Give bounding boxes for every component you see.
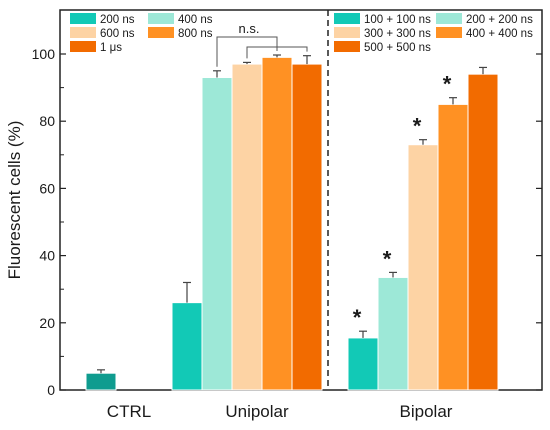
bar xyxy=(201,77,233,391)
bar xyxy=(377,276,409,391)
legend-item: 300 + 300 ns xyxy=(334,27,431,40)
legend-label: 400 ns xyxy=(178,14,213,26)
legend-swatch xyxy=(436,27,462,38)
y-tick-label: 40 xyxy=(39,248,55,264)
significance-star: * xyxy=(413,114,422,139)
group-label-bipolar: Bipolar xyxy=(400,402,453,421)
legend-swatch xyxy=(148,27,174,38)
bar xyxy=(291,63,323,391)
group-label-unipolar: Unipolar xyxy=(225,402,289,421)
y-axis-title: Fluorescent cells (%) xyxy=(5,121,24,280)
y-tick-label: 0 xyxy=(47,382,55,398)
legend-label: 800 ns xyxy=(178,28,213,40)
legend-label: 300 + 300 ns xyxy=(364,28,431,40)
bar-group xyxy=(291,55,323,391)
bar xyxy=(407,144,439,391)
ns-bracket: n.s. xyxy=(216,21,308,67)
bar-group xyxy=(201,70,233,391)
legend-label: 100 + 100 ns xyxy=(364,14,431,26)
legend-swatch xyxy=(334,13,360,24)
bar-group xyxy=(85,369,117,391)
legend-swatch xyxy=(70,41,96,52)
bars-layer xyxy=(85,54,499,391)
legend-label: 200 + 200 ns xyxy=(466,14,533,26)
legend-item: 200 ns xyxy=(70,13,135,26)
y-tick-label: 20 xyxy=(39,315,55,331)
legend-label: 500 + 500 ns xyxy=(364,42,431,54)
bar-group xyxy=(407,139,439,391)
bar xyxy=(171,302,203,391)
y-axis: 0 20 40 60 80 100 xyxy=(32,46,542,398)
stars-layer: * * * * xyxy=(353,72,452,331)
legend-label: 200 ns xyxy=(100,14,135,26)
bar-group xyxy=(437,97,469,391)
legend-item: 800 ns xyxy=(148,27,213,40)
legend-item: 500 + 500 ns xyxy=(334,41,431,54)
legend-swatch xyxy=(334,41,360,52)
ns-annotation: n.s. xyxy=(239,21,260,36)
legend-swatch xyxy=(334,27,360,38)
bar xyxy=(85,372,117,391)
bar xyxy=(347,337,379,391)
legend-item: 100 + 100 ns xyxy=(334,13,431,26)
legend-unipolar: 200 ns 400 ns 600 ns 800 ns 1 μs xyxy=(70,13,213,54)
bar-group xyxy=(261,54,293,391)
legend-swatch xyxy=(70,13,96,24)
legend-item: 400 + 400 ns xyxy=(436,27,533,40)
bar xyxy=(467,73,499,391)
group-label-ctrl: CTRL xyxy=(107,402,151,421)
significance-star: * xyxy=(443,72,452,97)
significance-star: * xyxy=(353,305,362,330)
bar-group xyxy=(467,66,499,391)
legend-swatch xyxy=(148,13,174,24)
y-tick-label: 60 xyxy=(39,180,55,196)
legend-item: 200 + 200 ns xyxy=(436,13,533,26)
bar-group xyxy=(377,271,409,391)
legend-bipolar: 100 + 100 ns 200 + 200 ns 300 + 300 ns 400 … xyxy=(334,13,533,54)
bar xyxy=(437,103,469,391)
legend-label: 1 μs xyxy=(100,42,122,54)
legend-item: 400 ns xyxy=(148,13,213,26)
legend-swatch xyxy=(436,13,462,24)
legend-item: 600 ns xyxy=(70,27,135,40)
legend-label: 600 ns xyxy=(100,28,135,40)
bar-group xyxy=(347,330,379,391)
bar-group xyxy=(171,281,203,391)
bar xyxy=(261,56,293,391)
significance-star: * xyxy=(383,246,392,271)
legend-swatch xyxy=(70,27,96,38)
legend-item: 1 μs xyxy=(70,41,122,54)
legend-label: 400 + 400 ns xyxy=(466,28,533,40)
bar xyxy=(231,63,263,391)
ns-outer-bracket xyxy=(216,36,278,67)
y-tick-label: 80 xyxy=(39,113,55,129)
bar-group xyxy=(231,61,263,391)
y-tick-label: 100 xyxy=(32,46,56,62)
